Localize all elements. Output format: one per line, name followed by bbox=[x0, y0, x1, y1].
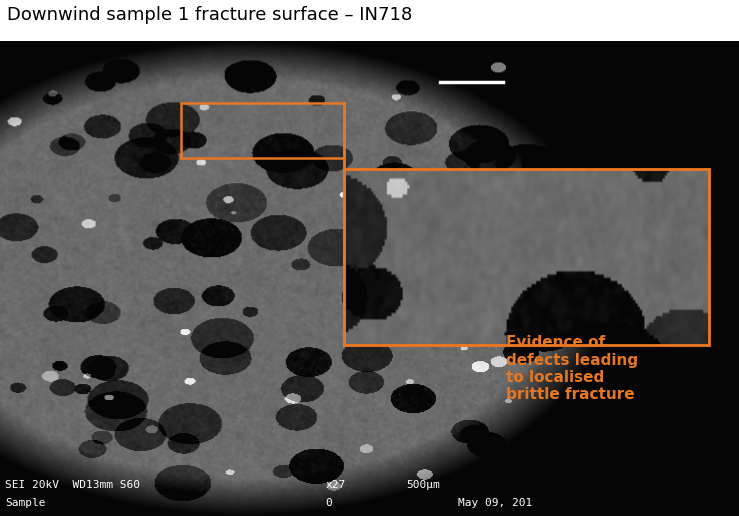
Bar bbox=[344, 169, 709, 345]
Text: Downwind sample 1 fracture surface – IN718: Downwind sample 1 fracture surface – IN7… bbox=[7, 6, 412, 24]
Text: SEI 20kV  WD13mm S60: SEI 20kV WD13mm S60 bbox=[5, 480, 140, 490]
Text: x27: x27 bbox=[325, 480, 345, 490]
Text: 500μm: 500μm bbox=[406, 480, 440, 490]
Text: Sample: Sample bbox=[5, 498, 46, 508]
Text: Evidence of
defects leading
to localised
brittle fracture: Evidence of defects leading to localised… bbox=[506, 335, 638, 402]
Text: May 09, 201: May 09, 201 bbox=[458, 498, 532, 508]
Text: 0: 0 bbox=[325, 498, 332, 508]
Bar bbox=[344, 169, 709, 345]
Bar bbox=[181, 103, 344, 157]
